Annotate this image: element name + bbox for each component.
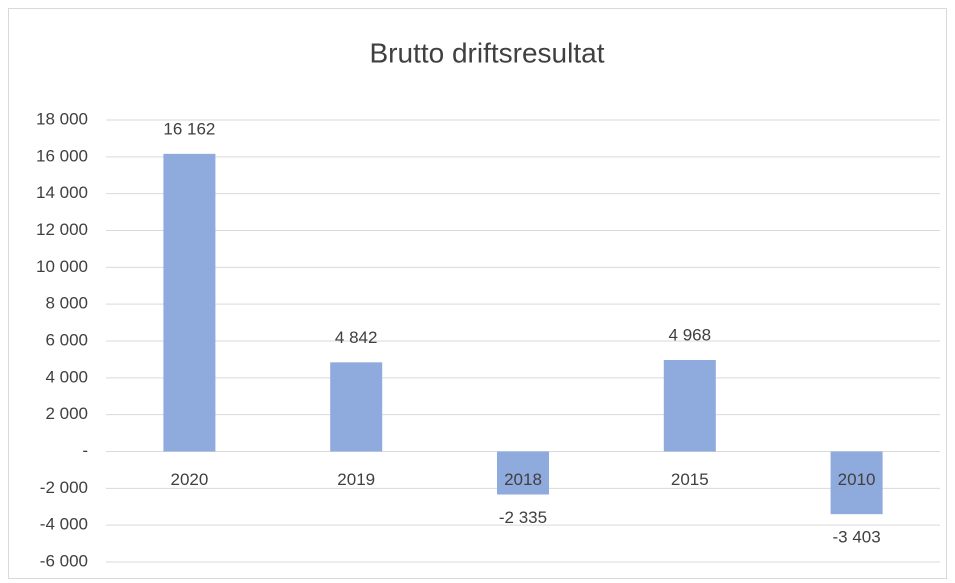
bar <box>830 451 883 515</box>
x-tick-label: 2020 <box>170 470 208 489</box>
bar <box>163 153 216 452</box>
data-label: 4 842 <box>335 328 378 347</box>
y-tick-label: - <box>82 441 88 460</box>
y-tick-label: 18 000 <box>36 109 88 128</box>
data-label: 4 968 <box>669 325 712 344</box>
x-tick-label: 2010 <box>838 470 876 489</box>
data-label: 16 162 <box>163 119 215 138</box>
y-tick-label: 10 000 <box>36 257 88 276</box>
bar <box>663 360 716 452</box>
y-tick-label: 14 000 <box>36 183 88 202</box>
y-tick-label: -2 000 <box>40 478 88 497</box>
y-tick-label: 6 000 <box>45 330 88 349</box>
x-tick-label: 2015 <box>671 470 709 489</box>
data-label: -2 335 <box>499 508 547 527</box>
data-label: -3 403 <box>832 528 880 547</box>
chart-title: Brutto driftsresultat <box>370 37 605 68</box>
x-tick-label: 2018 <box>504 470 542 489</box>
y-tick-label: 16 000 <box>36 146 88 165</box>
y-tick-label: 8 000 <box>45 294 88 313</box>
x-tick-label: 2019 <box>337 470 375 489</box>
y-tick-label: -4 000 <box>40 515 88 534</box>
chart-border <box>8 8 947 579</box>
y-tick-label: 2 000 <box>45 404 88 423</box>
bar <box>497 451 549 495</box>
y-tick-label: 12 000 <box>36 220 88 239</box>
bar <box>330 362 383 452</box>
y-tick-label: 4 000 <box>45 367 88 386</box>
y-tick-label: -6 000 <box>40 551 88 570</box>
